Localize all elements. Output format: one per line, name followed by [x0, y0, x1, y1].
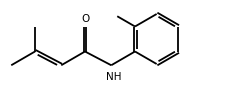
- Text: O: O: [81, 14, 89, 24]
- Text: NH: NH: [106, 72, 121, 82]
